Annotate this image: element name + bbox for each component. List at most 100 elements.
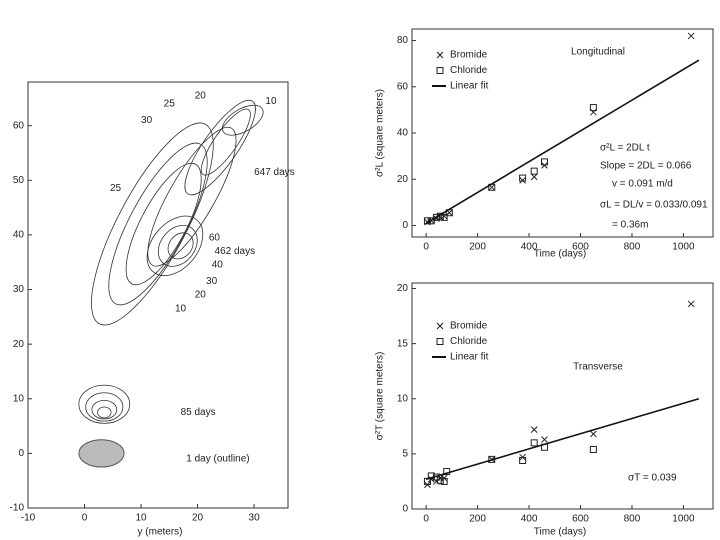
x-tick-label: 1000 bbox=[672, 242, 695, 253]
annotation: 25 bbox=[110, 183, 122, 194]
contour bbox=[146, 215, 204, 277]
annotation: 85 days bbox=[181, 407, 216, 418]
point bbox=[519, 456, 527, 464]
x-stroke bbox=[488, 183, 496, 191]
legend-swatch bbox=[436, 67, 444, 74]
annotation: 25 bbox=[164, 98, 176, 109]
annotation: σL = DL/v = 0.033/0.091 bbox=[600, 200, 708, 211]
x-stroke bbox=[590, 430, 597, 438]
x-tick-label: 20 bbox=[192, 513, 204, 524]
x-tick-label: 200 bbox=[469, 242, 486, 253]
y-tick-label: 0 bbox=[18, 448, 24, 459]
point bbox=[530, 167, 538, 175]
y-tick-label: 40 bbox=[13, 230, 25, 241]
annotation: = 0.36m bbox=[612, 220, 648, 231]
x-tick-label: 800 bbox=[624, 242, 641, 253]
annotation: 10 bbox=[175, 303, 187, 314]
legend-label: Linear fit bbox=[450, 81, 489, 92]
x-tick-label: 0 bbox=[423, 514, 429, 525]
y-tick-label: 60 bbox=[13, 120, 25, 131]
annotation: 647 days bbox=[254, 167, 295, 178]
point bbox=[530, 173, 538, 181]
contour bbox=[91, 400, 118, 420]
annotation: 1 day (outline) bbox=[186, 453, 249, 464]
point bbox=[590, 430, 597, 438]
contour bbox=[167, 232, 194, 260]
contour bbox=[147, 126, 237, 267]
y-tick-label: 40 bbox=[397, 128, 409, 139]
y-tick-label: 10 bbox=[397, 393, 409, 404]
legend-label: Chloride bbox=[450, 336, 488, 347]
x-stroke bbox=[530, 426, 538, 433]
annotation: 462 days bbox=[215, 246, 256, 257]
legend-label: Chloride bbox=[450, 65, 488, 76]
annotation: v = 0.091 m/d bbox=[612, 179, 673, 190]
annotation: 60 bbox=[209, 232, 221, 243]
plot-frame bbox=[411, 282, 714, 510]
y-tick-label: -10 bbox=[10, 503, 25, 514]
x-tick-label: 0 bbox=[423, 242, 429, 253]
contour bbox=[125, 162, 202, 286]
point bbox=[687, 300, 695, 308]
annotation: 10 bbox=[265, 96, 277, 107]
point bbox=[589, 104, 597, 112]
y-tick-label: 0 bbox=[402, 220, 408, 231]
y-tick-label: 80 bbox=[397, 35, 409, 46]
annotation: 40 bbox=[212, 260, 224, 271]
x-tick-label: 800 bbox=[624, 514, 641, 525]
y-tick-label: 20 bbox=[397, 283, 409, 294]
annotation: 20 bbox=[195, 290, 207, 301]
chart-title: Transverse bbox=[573, 362, 623, 373]
x-axis-label: Time (days) bbox=[534, 249, 586, 260]
y-tick-label: 5 bbox=[402, 449, 408, 460]
y-tick-label: 30 bbox=[13, 284, 25, 295]
contour bbox=[97, 406, 112, 419]
legend-label: Linear fit bbox=[450, 352, 489, 363]
point bbox=[427, 472, 435, 480]
x-axis-label: Time (days) bbox=[534, 527, 586, 538]
legend-swatch bbox=[436, 51, 444, 59]
x-tick-label: 400 bbox=[521, 242, 538, 253]
x-tick-label: 400 bbox=[521, 514, 538, 525]
legend-swatch bbox=[436, 322, 444, 330]
x-axis-label: y (meters) bbox=[138, 527, 183, 538]
annotation: 20 bbox=[195, 90, 207, 101]
fit-line bbox=[425, 59, 700, 224]
x-tick-label: 30 bbox=[249, 513, 261, 524]
point bbox=[519, 177, 526, 184]
point bbox=[440, 213, 448, 221]
point bbox=[589, 445, 597, 453]
y-tick-label: 50 bbox=[13, 175, 25, 186]
annotation: σT = 0.039 bbox=[628, 473, 677, 484]
x-tick-label: 600 bbox=[572, 242, 589, 253]
point bbox=[440, 477, 448, 485]
annotation: σ²L = 2DL t bbox=[600, 143, 650, 154]
x-tick-label: 10 bbox=[135, 513, 147, 524]
y-tick-label: 0 bbox=[402, 504, 408, 515]
contour bbox=[85, 392, 124, 422]
legend-swatch bbox=[436, 338, 444, 345]
y-tick-label: 10 bbox=[13, 393, 25, 404]
x-tick-label: 0 bbox=[82, 513, 88, 524]
point bbox=[432, 213, 440, 221]
y-axis-label: σ²L (square meters) bbox=[375, 89, 386, 177]
annotation: 30 bbox=[206, 276, 218, 287]
x-stroke bbox=[687, 300, 695, 308]
point bbox=[541, 436, 548, 443]
x-tick-label: 200 bbox=[469, 514, 486, 525]
y-tick-label: 20 bbox=[397, 174, 409, 185]
legend-label: Bromide bbox=[450, 50, 488, 61]
point bbox=[519, 174, 527, 182]
x-stroke bbox=[519, 177, 526, 184]
annotation: Slope = 2DL = 0.066 bbox=[600, 161, 692, 172]
x-tick-label: -10 bbox=[21, 513, 36, 524]
point bbox=[530, 426, 538, 433]
contour bbox=[184, 99, 256, 196]
point bbox=[687, 32, 695, 40]
contour bbox=[91, 122, 214, 326]
x-stroke bbox=[541, 436, 548, 443]
point bbox=[436, 476, 444, 484]
x-stroke bbox=[530, 173, 538, 181]
contour bbox=[157, 224, 198, 267]
